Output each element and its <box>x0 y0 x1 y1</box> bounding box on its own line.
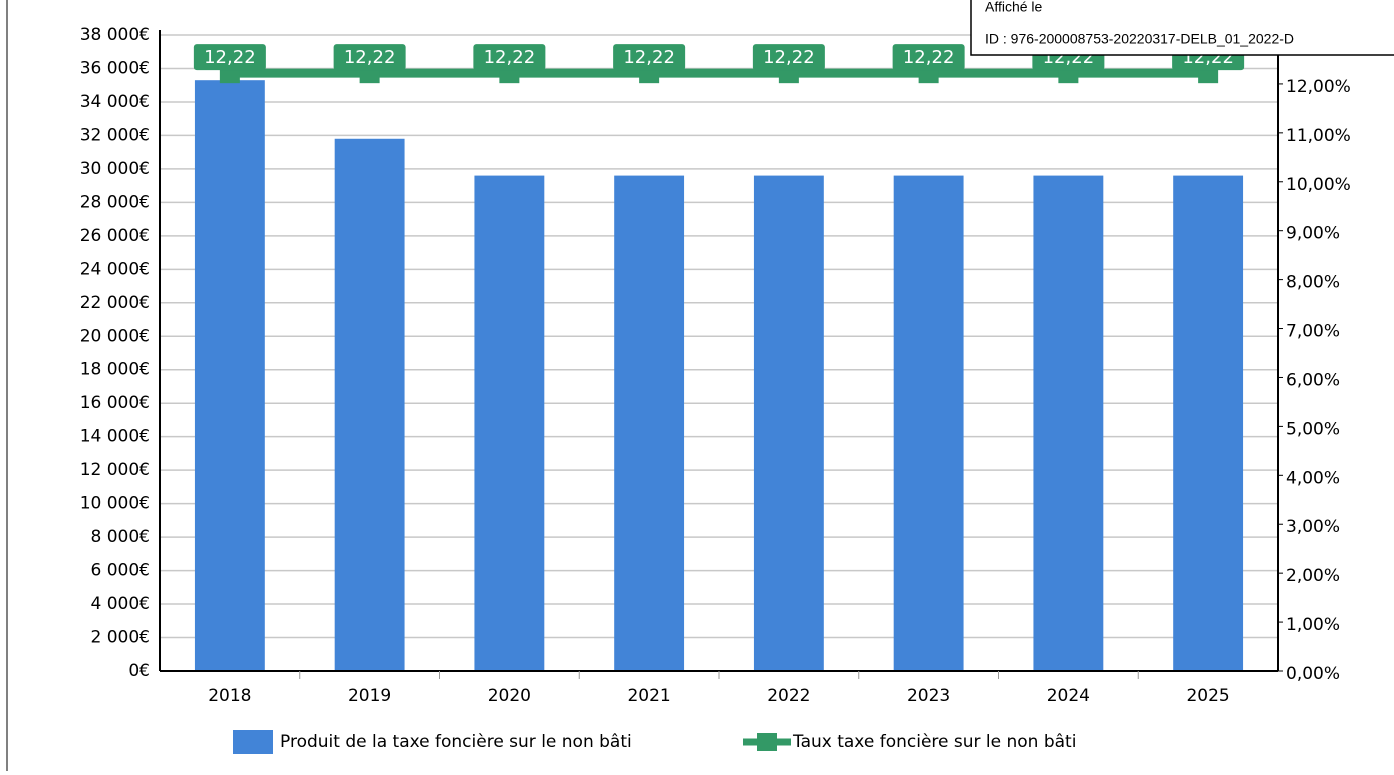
y-tick-label: 34 000€ <box>80 92 150 112</box>
y2-tick-label: 2,00% <box>1286 566 1340 586</box>
y-tick-label: 28 000€ <box>80 192 150 212</box>
y-tick-label: 4 000€ <box>91 594 150 614</box>
y-tick-label: 6 000€ <box>91 561 150 581</box>
y-tick-label: 32 000€ <box>80 125 150 145</box>
bar <box>893 175 964 671</box>
x-tick-label: 2022 <box>767 686 810 706</box>
data-label: 12,22 <box>763 47 815 68</box>
data-label: 12,22 <box>484 47 536 68</box>
y-tick-label: 36 000€ <box>80 58 150 78</box>
y-tick-label: 14 000€ <box>80 427 150 447</box>
x-tick-label: 2020 <box>488 686 531 706</box>
y-tick-label: 10 000€ <box>80 494 150 514</box>
y-tick-label: 26 000€ <box>80 226 150 246</box>
y-tick-label: 2 000€ <box>91 628 150 648</box>
y-tick-label: 38 000€ <box>80 25 150 45</box>
bar <box>614 175 685 671</box>
y2-tick-label: 8,00% <box>1286 273 1340 293</box>
data-label-box <box>333 44 406 71</box>
y-tick-label: 0€ <box>128 661 150 681</box>
y-tick-label: 30 000€ <box>80 159 150 179</box>
data-label-box <box>892 44 965 71</box>
legend-label: Taux taxe foncière sur le non bâti <box>792 732 1076 752</box>
bar <box>334 138 405 671</box>
y2-tick-label: 3,00% <box>1286 517 1340 537</box>
stamp-text: Affiché le <box>985 0 1043 15</box>
legend-swatch <box>757 733 777 751</box>
y2-tick-label: 7,00% <box>1286 322 1340 342</box>
bar <box>1173 175 1244 671</box>
stamp-text: ID : 976-200008753-20220317-DELB_01_2022… <box>985 31 1294 47</box>
y2-tick-label: 4,00% <box>1286 468 1340 488</box>
legend-label: Produit de la taxe foncière sur le non b… <box>280 732 632 752</box>
y2-tick-label: 6,00% <box>1286 370 1340 390</box>
x-tick-label: 2024 <box>1047 686 1090 706</box>
data-label-box <box>193 44 266 71</box>
data-label: 12,22 <box>204 47 256 68</box>
y-tick-label: 8 000€ <box>91 527 150 547</box>
bar <box>1033 175 1104 671</box>
y-tick-label: 16 000€ <box>80 393 150 413</box>
bar <box>753 175 824 671</box>
y2-tick-label: 9,00% <box>1286 224 1340 244</box>
y2-tick-label: 12,00% <box>1286 77 1351 97</box>
stamp: Affiché le ID : 976-200008753-20220317-DE… <box>970 0 1394 56</box>
data-label: 12,22 <box>344 47 396 68</box>
x-tick-label: 2023 <box>907 686 950 706</box>
y2-tick-label: 10,00% <box>1286 175 1351 195</box>
y-tick-label: 20 000€ <box>80 326 150 346</box>
y2-tick-label: 0,00% <box>1286 664 1340 684</box>
y2-tick-label: 5,00% <box>1286 419 1340 439</box>
legend-swatch <box>233 730 273 754</box>
bar <box>194 80 265 672</box>
data-label: 12,22 <box>623 47 675 68</box>
y2-tick-label: 11,00% <box>1286 126 1351 146</box>
y-tick-label: 22 000€ <box>80 293 150 313</box>
x-tick-label: 2018 <box>208 686 251 706</box>
y2-tick-label: 1,00% <box>1286 615 1340 635</box>
x-tick-label: 2025 <box>1186 686 1229 706</box>
stamp-box <box>970 0 1394 56</box>
data-label-box <box>613 44 686 71</box>
data-label: 12,22 <box>903 47 955 68</box>
x-tick-label: 2021 <box>627 686 670 706</box>
y-tick-label: 18 000€ <box>80 360 150 380</box>
y-tick-label: 24 000€ <box>80 259 150 279</box>
x-tick-label: 2019 <box>348 686 391 706</box>
data-label-box <box>752 44 825 71</box>
y-tick-label: 12 000€ <box>80 460 150 480</box>
data-label-box <box>473 44 546 71</box>
bar <box>474 175 545 671</box>
